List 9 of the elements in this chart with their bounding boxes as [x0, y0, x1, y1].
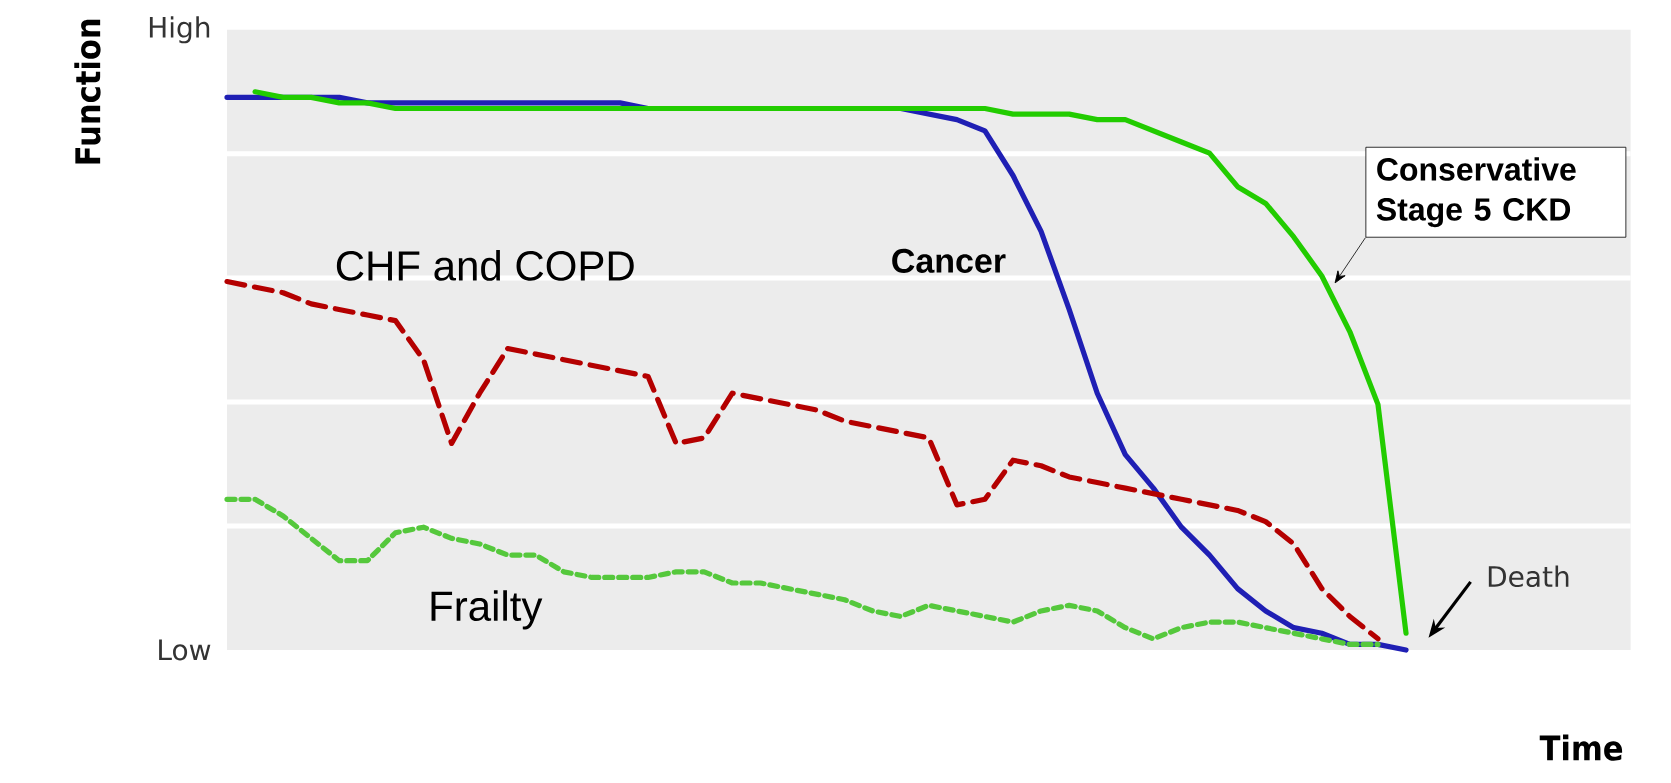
series-label: Frailty — [431, 590, 543, 630]
series-label: Cancer — [892, 248, 1006, 273]
y-axis-title: Function — [74, 19, 101, 164]
text: High — [149, 16, 210, 44]
x-axis-title: Time — [1539, 734, 1623, 761]
series-label: CHF and COPD — [336, 249, 634, 281]
text: Low — [159, 639, 211, 661]
text: Death — [1488, 565, 1569, 588]
text: Conservative Stage 5 CKD — [1376, 157, 1576, 228]
